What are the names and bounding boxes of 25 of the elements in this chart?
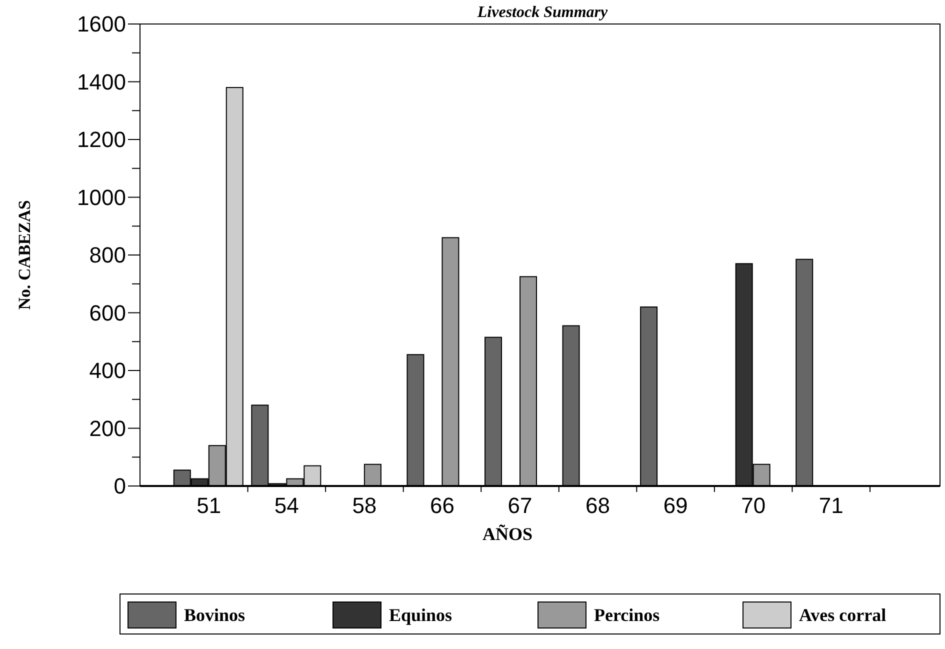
y-tick-label: 1600 bbox=[77, 12, 126, 37]
legend-label: Equinos bbox=[389, 605, 452, 625]
y-axis-title: No. CABEZAS bbox=[15, 200, 34, 310]
x-tick-label: 71 bbox=[818, 493, 844, 518]
y-tick-label: 800 bbox=[89, 242, 126, 268]
x-tick-label: 70 bbox=[741, 493, 766, 518]
y-tick-label: 1000 bbox=[77, 184, 126, 210]
y-tick-label: 1200 bbox=[77, 127, 126, 152]
legend-label: Percinos bbox=[594, 605, 660, 625]
x-tick-label: 67 bbox=[508, 493, 532, 518]
x-tick-label: 69 bbox=[663, 493, 688, 518]
x-axis-title: AÑOS bbox=[482, 524, 533, 544]
y-tick-label: 1400 bbox=[77, 69, 126, 94]
y-tick-label: 600 bbox=[89, 300, 126, 326]
x-tick-label: 58 bbox=[352, 493, 377, 518]
chart-title: Livestock Summary bbox=[476, 4, 608, 21]
x-tick-label: 51 bbox=[196, 493, 222, 518]
y-tick-label: 0 bbox=[114, 474, 126, 499]
y-tick-label: 400 bbox=[89, 358, 126, 384]
x-tick-label: 54 bbox=[274, 493, 299, 518]
x-tick-label: 68 bbox=[586, 493, 610, 518]
legend-label: Bovinos bbox=[184, 605, 246, 625]
y-tick-label: 200 bbox=[89, 416, 126, 441]
x-tick-label: 66 bbox=[430, 493, 454, 518]
legend-label: Aves corral bbox=[799, 605, 886, 625]
